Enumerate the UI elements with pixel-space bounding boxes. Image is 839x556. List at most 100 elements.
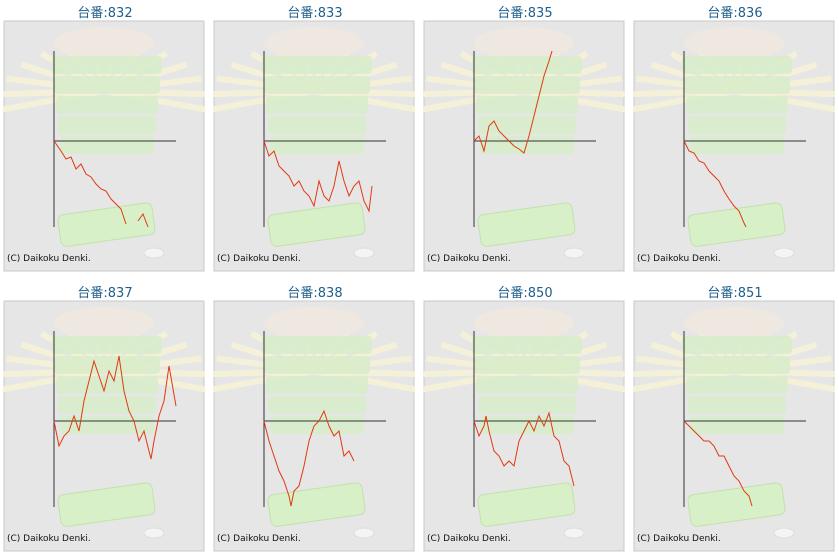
decor-tray	[57, 202, 156, 247]
data-line	[53, 355, 177, 460]
decor-tray	[267, 482, 366, 527]
copyright: (C) Daikoku Denki.	[217, 534, 301, 544]
chart-cell: 台番:838 (C) Daikoku Denki.	[213, 280, 417, 552]
decor-ray	[523, 368, 625, 393]
chart-title: 台番:837	[77, 286, 133, 301]
data-line	[683, 140, 747, 228]
decor-coin	[563, 247, 585, 259]
decor-box	[270, 416, 364, 434]
decor-tray	[687, 202, 786, 247]
decor-box	[684, 76, 790, 94]
decor-box	[54, 356, 160, 374]
chart-panel: (C) Daikoku Denki.	[633, 20, 835, 272]
decor-top	[684, 27, 784, 59]
chart-cell: 台番:850 (C) Daikoku Denki.	[423, 280, 627, 552]
decor-box	[266, 376, 368, 394]
decor-coin	[773, 247, 795, 259]
copyright: (C) Daikoku Denki.	[217, 254, 301, 264]
decor-box	[682, 56, 792, 74]
decor-ray	[733, 88, 835, 113]
decor-coin	[143, 247, 165, 259]
decor-box	[268, 396, 366, 414]
decor-box	[268, 116, 366, 134]
decor-box	[262, 336, 372, 354]
decor-top	[474, 27, 574, 59]
decor-box	[474, 76, 580, 94]
decor-box	[682, 336, 792, 354]
decor-box	[478, 396, 576, 414]
data-line	[473, 411, 575, 487]
decor-tray	[477, 482, 576, 527]
data-line	[263, 140, 373, 213]
chart-title: 台番:836	[707, 6, 763, 21]
decor-box	[478, 116, 576, 134]
decor-ray	[103, 368, 205, 393]
copyright: (C) Daikoku Denki.	[637, 534, 721, 544]
decor-box	[264, 356, 370, 374]
chart-title: 台番:833	[287, 6, 343, 21]
decor-ray	[103, 88, 205, 113]
decor-box	[690, 136, 784, 154]
data-line	[53, 140, 127, 225]
decor-box	[58, 396, 156, 414]
chart-cell: 台番:832 (C) Daikoku Denki.	[3, 0, 207, 272]
decor-box	[270, 136, 364, 154]
decor-box	[52, 336, 162, 354]
decor-box	[56, 96, 158, 114]
chart-panel: (C) Daikoku Denki.	[633, 300, 835, 552]
decor-box	[480, 136, 574, 154]
decor-box	[476, 376, 578, 394]
chart-panel: (C) Daikoku Denki.	[213, 20, 415, 272]
decor-top	[54, 307, 154, 339]
decor-box	[684, 356, 790, 374]
decor-box	[266, 96, 368, 114]
chart-title: 台番:851	[707, 286, 763, 301]
copyright: (C) Daikoku Denki.	[427, 254, 511, 264]
decor-box	[264, 76, 370, 94]
decor-top	[54, 27, 154, 59]
decor-tray	[57, 482, 156, 527]
chart-cell: 台番:851 (C) Daikoku Denki.	[633, 280, 837, 552]
chart-panel: (C) Daikoku Denki.	[423, 300, 625, 552]
decor-box	[52, 56, 162, 74]
data-line	[137, 212, 149, 228]
chart-title: 台番:838	[287, 286, 343, 301]
decor-tray	[267, 202, 366, 247]
data-line	[473, 50, 553, 154]
copyright: (C) Daikoku Denki.	[7, 254, 91, 264]
chart-cell: 台番:837 (C) Daikoku Denki.	[3, 280, 207, 552]
decor-ray	[733, 368, 835, 393]
decor-box	[472, 56, 582, 74]
decor-box	[474, 356, 580, 374]
copyright: (C) Daikoku Denki.	[637, 254, 721, 264]
decor-coin	[563, 527, 585, 539]
decor-coin	[353, 247, 375, 259]
decor-top	[474, 307, 574, 339]
decor-box	[54, 76, 160, 94]
chart-cell: 台番:835 (C) Daikoku Denki.	[423, 0, 627, 272]
chart-panel: (C) Daikoku Denki.	[3, 20, 205, 272]
decor-box	[472, 336, 582, 354]
copyright: (C) Daikoku Denki.	[7, 534, 91, 544]
decor-box	[58, 116, 156, 134]
chart-panel: (C) Daikoku Denki.	[213, 300, 415, 552]
chart-cell: 台番:836 (C) Daikoku Denki.	[633, 0, 837, 272]
decor-top	[264, 27, 364, 59]
decor-box	[688, 396, 786, 414]
chart-title: 台番:832	[77, 6, 133, 21]
decor-coin	[353, 527, 375, 539]
decor-box	[686, 96, 788, 114]
decor-tray	[687, 482, 786, 527]
decor-ray	[313, 368, 415, 393]
chart-cell: 台番:833 (C) Daikoku Denki.	[213, 0, 417, 272]
decor-box	[476, 96, 578, 114]
decor-box	[686, 376, 788, 394]
decor-box	[56, 376, 158, 394]
decor-box	[60, 416, 154, 434]
decor-ray	[523, 88, 625, 113]
chart-title: 台番:835	[497, 6, 553, 21]
chart-panel: (C) Daikoku Denki.	[423, 20, 625, 272]
chart-title: 台番:850	[497, 286, 553, 301]
decor-box	[60, 136, 154, 154]
